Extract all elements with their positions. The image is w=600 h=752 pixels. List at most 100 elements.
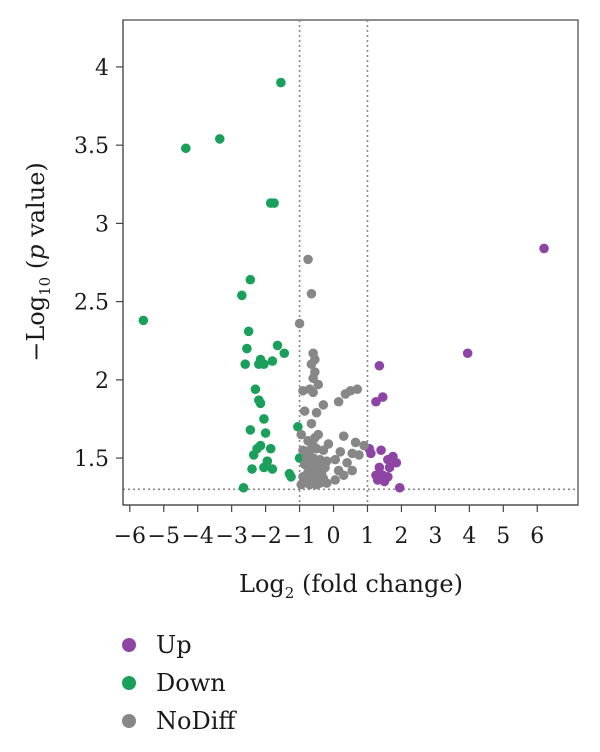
legend-marker-down [122,676,136,690]
point-up-2 [374,360,385,371]
x-tick-label-7: 1 [360,524,374,549]
x-axis-title-main: Log [239,570,285,598]
point-nodiff-56 [330,475,341,485]
point-down-2 [181,143,191,154]
x-tick-label-12: 6 [530,524,544,549]
point-nodiff-28 [359,440,369,451]
point-nodiff-35 [354,450,364,460]
point-nodiff-64 [310,475,320,485]
point-down-6 [237,290,247,301]
point-nodiff-16 [333,396,344,407]
point-down-27 [248,450,259,460]
point-up-9 [383,454,393,465]
series-up [364,243,549,493]
threshold-lines [123,20,578,505]
point-down-32 [267,464,278,474]
point-up-1 [462,348,473,359]
point-down-9 [242,343,252,354]
point-up-7 [376,445,386,456]
x-tick-label-10: 4 [462,524,476,549]
series-nodiff [294,254,369,490]
point-nodiff-0 [303,254,313,265]
point-nodiff-17 [299,406,310,416]
legend-label-up: Up [156,631,192,659]
point-nodiff-10 [308,387,318,398]
point-nodiff-19 [306,418,317,429]
point-down-16 [240,359,251,369]
y-tick-label-1: 2 [95,369,109,394]
point-nodiff-18 [311,407,322,418]
y-tick-label-0: 1.5 [74,447,109,472]
y-tick-label-5: 4 [95,56,109,81]
point-down-30 [247,464,257,474]
x-tick-label-1: −5 [148,524,180,549]
point-up-10 [391,457,402,468]
x-tick-label-9: 3 [428,524,442,549]
series-down [138,77,305,493]
x-tick-label-0: −6 [114,524,146,549]
legend-label-nodiff: NoDiff [156,707,237,735]
y-tick-label-4: 3.5 [74,134,109,159]
point-down-21 [245,425,256,435]
point-down-15 [267,356,278,366]
point-down-26 [265,443,276,454]
point-nodiff-20 [296,429,307,440]
plot-area [122,19,579,506]
point-nodiff-61 [296,479,307,490]
x-tick-label-5: −1 [283,524,315,549]
point-nodiff-32 [318,445,329,456]
x-tick-label-4: −2 [249,524,281,549]
point-down-10 [272,340,283,351]
y-tick-label-3: 3 [95,212,109,237]
x-tick-label-3: −3 [215,524,247,549]
x-tick-label-8: 2 [394,524,408,549]
point-down-35 [238,482,249,493]
point-up-3 [377,392,388,402]
point-nodiff-55 [338,470,349,481]
y-axis-title-mid: ( [22,260,50,277]
point-down-11 [279,348,290,359]
point-nodiff-33 [335,447,346,457]
y-axis-title-prefix: −Log [22,296,50,362]
point-down-23 [293,421,303,432]
point-down-8 [243,326,254,337]
point-nodiff-41 [342,457,352,468]
x-tick-label-6: 0 [327,524,341,549]
point-up-17 [379,476,390,487]
point-down-1 [214,134,225,144]
y-tick-label-2: 2.5 [74,291,109,316]
point-down-14 [259,359,269,369]
point-nodiff-8 [313,379,324,390]
y-axis-title-subscript: 10 [36,277,54,296]
x-tick-label-11: 5 [496,524,510,549]
point-down-19 [255,398,266,409]
plot-frame [122,19,579,506]
point-nodiff-5 [306,359,317,369]
point-up-12 [374,462,385,473]
point-up-4 [371,396,381,407]
point-nodiff-2 [294,318,305,329]
point-down-5 [245,274,256,285]
x-axis: −6 −5 −4 −3 −2 −1 0 1 2 3 4 5 6 [114,504,578,549]
point-nodiff-14 [340,389,351,399]
x-axis-title: Log2 (fold change) [239,570,463,602]
legend-label-down: Down [156,669,226,697]
point-nodiff-11 [298,385,308,396]
point-down-20 [259,414,269,424]
point-up-18 [394,482,405,493]
point-nodiff-15 [318,400,329,410]
point-up-6 [366,448,376,459]
point-down-4 [269,198,279,208]
point-down-22 [260,428,271,438]
point-nodiff-60 [321,478,332,488]
point-down-31 [259,462,269,473]
y-axis-title-italic: p [22,244,50,259]
point-down-34 [286,472,296,482]
data-points [138,77,549,493]
point-down-17 [250,384,261,395]
legend-marker-nodiff [122,714,136,728]
point-nodiff-29 [298,445,308,456]
point-nodiff-40 [330,454,341,465]
point-up-0 [539,243,549,254]
